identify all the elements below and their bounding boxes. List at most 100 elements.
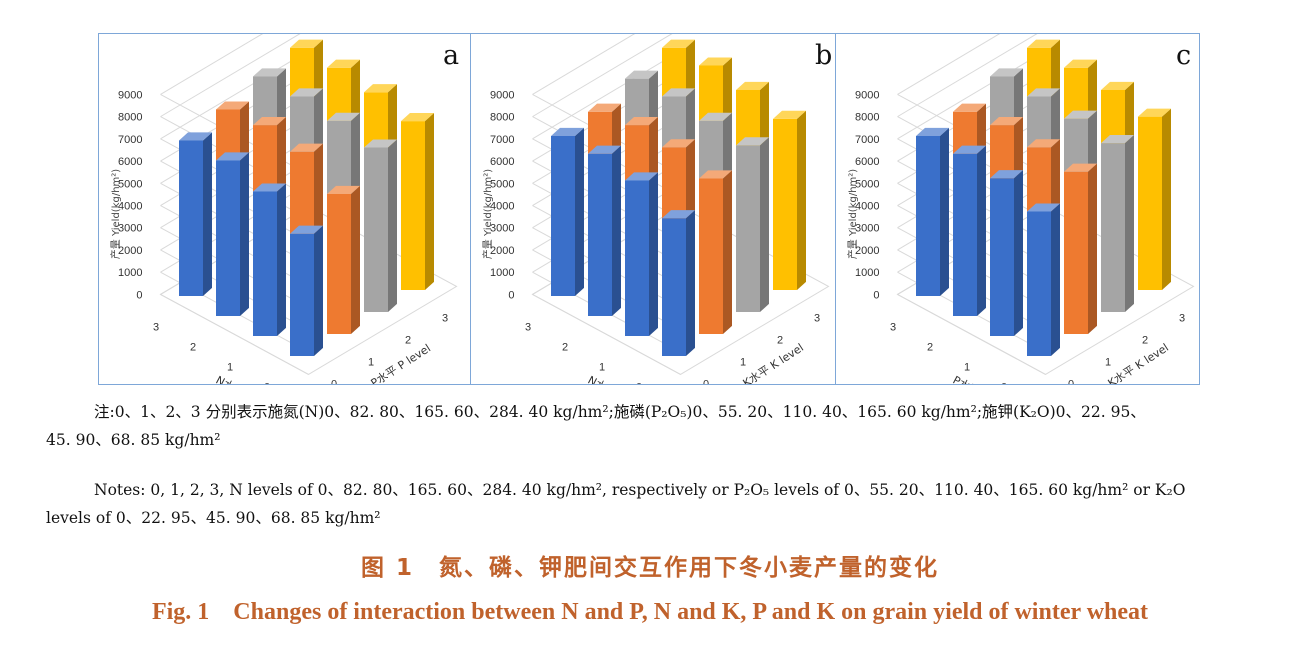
bar [588, 145, 621, 316]
y-axis-label: 产量 Yield(kg/hm²) [481, 169, 494, 259]
bar-front [773, 118, 797, 290]
z-tick-label: 1 [368, 356, 374, 368]
chart-panels: 0 1000 2000 3000 4000 5000 6000 7000 8000 9000 产量 … [98, 33, 1200, 385]
bars [179, 39, 434, 356]
bar [179, 132, 212, 296]
bar-top [625, 70, 658, 79]
bar-side [314, 225, 323, 356]
bar [551, 127, 584, 297]
bar-top [253, 183, 286, 192]
gridline [897, 34, 1038, 118]
bar-side [425, 113, 434, 290]
x-tick-label: 3 [525, 321, 531, 333]
bar-top [290, 143, 323, 152]
bar-front [216, 160, 240, 316]
figure-title-en: Fig. 1 Changes of interaction between N … [151, 599, 1149, 625]
bar-top [1064, 59, 1097, 68]
x-tick-label: 0 [636, 381, 642, 384]
y-tick-label: 0 [873, 289, 879, 301]
notes-cn-line1: 注:0、1、2、3 分别表示施氮(N)0、82. 80、165. 60、284.… [94, 403, 1146, 421]
bar-front [1101, 143, 1125, 312]
bar-front [1064, 171, 1088, 334]
z-tick-label: 2 [405, 334, 411, 346]
bar-side [977, 145, 986, 316]
bar-front [1138, 116, 1162, 291]
bar [773, 110, 806, 291]
notes-en: Notes: 0, 1, 2, 3, N levels of 0、82. 80、… [46, 476, 1276, 532]
bar-top [990, 117, 1023, 126]
bar-top [327, 59, 360, 68]
panel-letter-a: a [443, 40, 460, 71]
bar-side [797, 110, 806, 291]
x-tick-label: 1 [964, 361, 970, 373]
z-tick-label: 3 [814, 312, 820, 324]
y-tick-label: 6000 [855, 156, 879, 168]
notes-cn: 注:0、1、2、3 分别表示施氮(N)0、82. 80、165. 60、284.… [46, 398, 1276, 454]
y-tick-label: 8000 [855, 112, 879, 124]
x-tick-label: 3 [890, 321, 896, 333]
gridline [532, 50, 681, 140]
bar-front [736, 145, 760, 312]
x-tick-label: 2 [927, 341, 933, 353]
bar-side [351, 185, 360, 334]
x-tick-label: 2 [190, 341, 196, 353]
bar [364, 139, 397, 312]
bar [1027, 203, 1060, 356]
bar-front [290, 233, 314, 356]
bar-side [240, 152, 249, 316]
bar-side [388, 139, 397, 312]
y-tick-label: 4000 [490, 201, 514, 213]
bar-top [662, 210, 695, 219]
bar-top [588, 103, 621, 112]
bar-top [290, 88, 323, 97]
bar [327, 185, 360, 334]
chart-panel-c: 0 1000 2000 3000 4000 5000 6000 7000 8000 9000 产量 … [835, 34, 1199, 384]
bar-top [1027, 139, 1060, 148]
bar-top [625, 172, 658, 181]
bar-front [1027, 211, 1051, 356]
bar-front [588, 153, 612, 316]
bar-top [588, 145, 621, 154]
bar [1101, 135, 1134, 312]
bar-front [253, 191, 277, 336]
bar-top [179, 132, 212, 141]
gridline [897, 50, 1046, 140]
y-tick-label: 4000 [855, 201, 879, 213]
chart-b-svg: 0 1000 2000 3000 4000 5000 6000 7000 8000 9000 产量 … [481, 34, 830, 384]
y-tick-label: 4000 [118, 201, 142, 213]
bar-side [575, 127, 584, 297]
bar-top [253, 117, 286, 126]
bar [1138, 108, 1171, 291]
bar-side [1162, 108, 1171, 290]
z-tick-label: 3 [1179, 312, 1185, 324]
bar-top [290, 225, 323, 234]
figure-title-cn: 图 1 氮、磷、钾肥间交互作用下冬小麦产量的变化 [360, 555, 939, 581]
y-tick-label: 0 [508, 289, 514, 301]
y-tick-label: 8000 [118, 112, 142, 124]
bar-side [612, 145, 621, 316]
gridline [897, 34, 1001, 95]
y-tick-label: 9000 [490, 89, 514, 101]
y-tick-label: 1000 [855, 267, 879, 279]
x-tick-label: 0 [264, 381, 270, 384]
bar [290, 225, 323, 356]
bar-top [662, 139, 695, 148]
bar [662, 210, 695, 356]
z-tick-label: 2 [1142, 334, 1148, 346]
x-tick-label: 1 [227, 361, 233, 373]
bar-front [179, 140, 203, 296]
bar-side [649, 172, 658, 336]
bar-top [1027, 88, 1060, 97]
bar-side [760, 137, 769, 312]
z-tick-label: 3 [442, 312, 448, 324]
y-tick-label: 1000 [490, 267, 514, 279]
chart-c-svg: 0 1000 2000 3000 4000 5000 6000 7000 8000 9000 产量 … [846, 34, 1195, 384]
bar [625, 172, 658, 336]
gridline [532, 34, 636, 95]
gridline [532, 34, 673, 118]
notes-cn-line2: 45. 90、68. 85 kg/hm² [46, 431, 221, 449]
chart-panel-b: 0 1000 2000 3000 4000 5000 6000 7000 8000 9000 产量 … [470, 34, 835, 384]
y-tick-label: 6000 [118, 156, 142, 168]
z-tick-label: 0 [331, 378, 337, 384]
bar-top [953, 103, 986, 112]
